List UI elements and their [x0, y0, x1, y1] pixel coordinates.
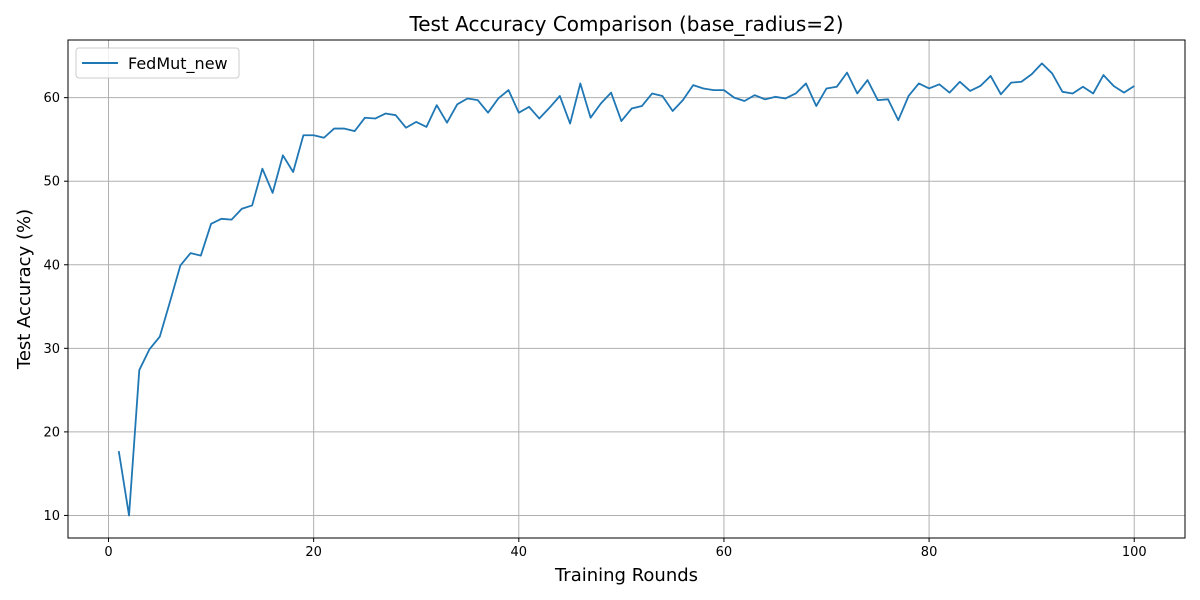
y-axis-label: Test Accuracy (%) — [14, 209, 35, 370]
grid-lines — [68, 40, 1185, 538]
legend-box — [75, 47, 240, 79]
y-tick-label: 40 — [43, 258, 60, 273]
y-tick-label: 30 — [43, 342, 60, 357]
ticks: 0 20 40 60 80 100 10 20 30 40 50 60 — [43, 91, 1146, 560]
y-tick-label: 50 — [43, 175, 60, 190]
x-tick-label: 0 — [104, 545, 112, 560]
series-line-fedmut-new — [117, 62, 1135, 517]
x-axis-label: Training Rounds — [554, 565, 698, 586]
plot-frame — [67, 39, 1186, 539]
y-tick-label: 10 — [43, 509, 60, 524]
x-tick-label: 80 — [921, 545, 938, 560]
chart-title: Test Accuracy Comparison (base_radius=2) — [408, 12, 843, 36]
y-tick-label: 20 — [43, 425, 60, 440]
legend: FedMut_new — [75, 47, 240, 79]
x-tick-label: 60 — [716, 545, 733, 560]
x-tick-label: 40 — [511, 545, 528, 560]
x-tick-label: 100 — [1122, 545, 1147, 560]
y-tick-label: 60 — [43, 91, 60, 106]
series-layer — [117, 62, 1135, 517]
x-tick-label: 20 — [305, 545, 322, 560]
legend-label-fedmut-new: FedMut_new — [128, 54, 228, 74]
